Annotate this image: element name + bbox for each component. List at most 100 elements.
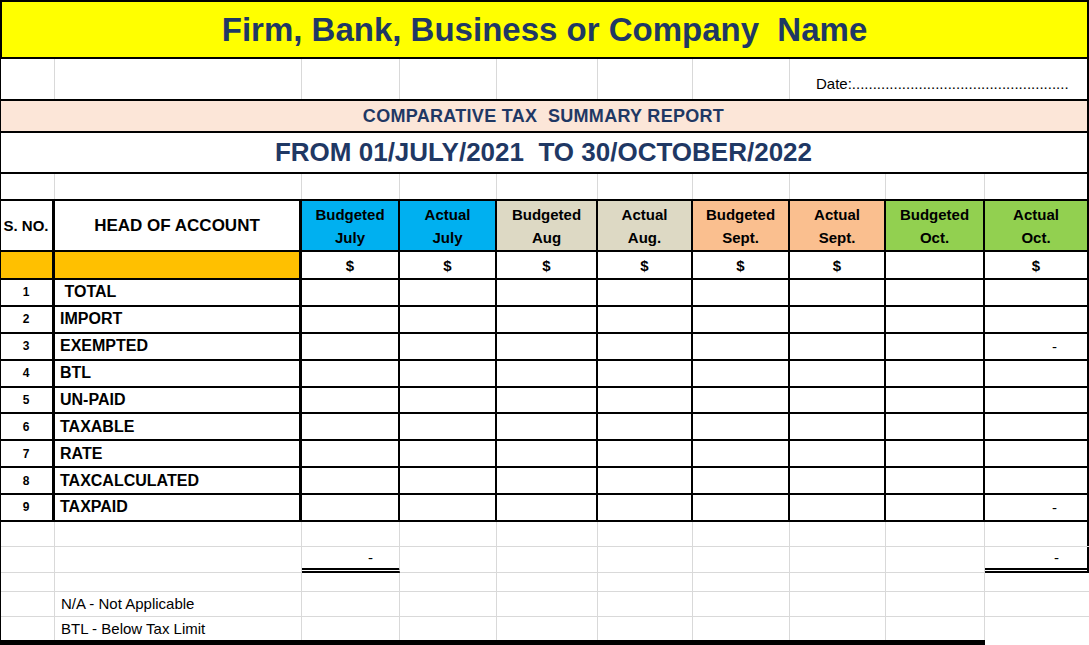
data-cell[interactable] xyxy=(400,388,497,415)
data-cell[interactable] xyxy=(886,468,985,495)
data-cell[interactable] xyxy=(302,334,400,361)
data-cell[interactable] xyxy=(400,414,497,441)
cell[interactable] xyxy=(400,59,497,99)
cell[interactable] xyxy=(302,592,400,617)
cell[interactable] xyxy=(886,174,985,199)
data-cell[interactable] xyxy=(302,495,400,522)
cell[interactable] xyxy=(693,592,790,617)
data-cell[interactable] xyxy=(497,307,598,334)
data-cell[interactable] xyxy=(302,388,400,415)
data-cell[interactable] xyxy=(497,388,598,415)
data-cell[interactable] xyxy=(985,441,1089,468)
cell[interactable] xyxy=(55,547,302,573)
data-cell[interactable] xyxy=(598,334,693,361)
data-cell[interactable] xyxy=(985,468,1089,495)
data-cell[interactable] xyxy=(302,280,400,307)
data-cell[interactable] xyxy=(790,388,886,415)
data-cell[interactable] xyxy=(693,307,790,334)
cell[interactable] xyxy=(886,617,985,640)
cell[interactable] xyxy=(0,59,55,99)
cell[interactable] xyxy=(693,617,790,640)
data-cell[interactable] xyxy=(302,361,400,388)
data-cell[interactable] xyxy=(598,307,693,334)
data-cell[interactable] xyxy=(985,361,1089,388)
data-cell[interactable] xyxy=(598,388,693,415)
data-cell[interactable] xyxy=(790,414,886,441)
data-cell[interactable] xyxy=(693,495,790,522)
cell[interactable] xyxy=(790,174,886,199)
cell[interactable] xyxy=(985,617,1089,640)
cell[interactable] xyxy=(985,573,1089,592)
data-cell[interactable] xyxy=(400,307,497,334)
data-cell[interactable] xyxy=(302,307,400,334)
cell[interactable] xyxy=(302,617,400,640)
data-cell[interactable] xyxy=(790,334,886,361)
data-cell[interactable] xyxy=(302,441,400,468)
data-cell[interactable] xyxy=(790,361,886,388)
cell[interactable] xyxy=(400,592,497,617)
cell[interactable] xyxy=(0,573,55,592)
cell[interactable] xyxy=(598,59,693,99)
cell[interactable] xyxy=(0,174,55,199)
data-cell[interactable] xyxy=(598,414,693,441)
cell[interactable] xyxy=(0,617,55,640)
data-cell[interactable] xyxy=(400,334,497,361)
data-cell[interactable] xyxy=(985,388,1089,415)
data-cell[interactable] xyxy=(985,280,1089,307)
data-cell[interactable] xyxy=(400,361,497,388)
cell[interactable] xyxy=(598,174,693,199)
cell[interactable] xyxy=(302,59,400,99)
cell[interactable] xyxy=(693,547,790,573)
data-cell[interactable] xyxy=(886,361,985,388)
data-cell[interactable] xyxy=(693,468,790,495)
cell[interactable] xyxy=(886,573,985,592)
cell[interactable] xyxy=(790,522,886,547)
cell[interactable] xyxy=(790,547,886,573)
data-cell[interactable] xyxy=(400,441,497,468)
data-cell[interactable] xyxy=(886,388,985,415)
data-cell[interactable] xyxy=(693,388,790,415)
cell[interactable] xyxy=(598,522,693,547)
cell[interactable] xyxy=(790,617,886,640)
data-cell[interactable] xyxy=(598,441,693,468)
cell[interactable] xyxy=(497,174,598,199)
cell[interactable] xyxy=(0,522,55,547)
cell[interactable] xyxy=(302,573,400,592)
cell[interactable] xyxy=(693,174,790,199)
cell[interactable] xyxy=(693,573,790,592)
data-cell[interactable] xyxy=(497,361,598,388)
cell[interactable] xyxy=(302,174,400,199)
data-cell[interactable] xyxy=(497,468,598,495)
data-cell[interactable] xyxy=(985,414,1089,441)
data-cell[interactable] xyxy=(400,280,497,307)
data-cell[interactable]: - xyxy=(985,495,1089,522)
data-cell[interactable] xyxy=(985,307,1089,334)
cell[interactable] xyxy=(400,573,497,592)
data-cell[interactable] xyxy=(790,495,886,522)
cell[interactable] xyxy=(400,522,497,547)
cell[interactable] xyxy=(55,573,302,592)
cell[interactable] xyxy=(497,522,598,547)
actual-oct-total-cell[interactable]: - xyxy=(985,547,1089,573)
cell[interactable] xyxy=(886,592,985,617)
data-cell[interactable] xyxy=(598,468,693,495)
cell[interactable] xyxy=(790,592,886,617)
data-cell[interactable] xyxy=(886,280,985,307)
data-cell[interactable] xyxy=(790,307,886,334)
data-cell[interactable] xyxy=(598,280,693,307)
data-cell[interactable] xyxy=(497,414,598,441)
data-cell[interactable] xyxy=(497,441,598,468)
cell[interactable] xyxy=(790,573,886,592)
cell[interactable] xyxy=(55,522,302,547)
data-cell[interactable] xyxy=(693,414,790,441)
cell[interactable] xyxy=(985,174,1089,199)
cell[interactable] xyxy=(497,617,598,640)
data-cell[interactable] xyxy=(693,361,790,388)
cell[interactable] xyxy=(302,522,400,547)
cell[interactable] xyxy=(598,592,693,617)
cell[interactable] xyxy=(497,592,598,617)
data-cell[interactable] xyxy=(598,361,693,388)
data-cell[interactable] xyxy=(886,441,985,468)
budgeted-july-total-cell[interactable]: - xyxy=(302,547,400,573)
cell[interactable] xyxy=(598,617,693,640)
